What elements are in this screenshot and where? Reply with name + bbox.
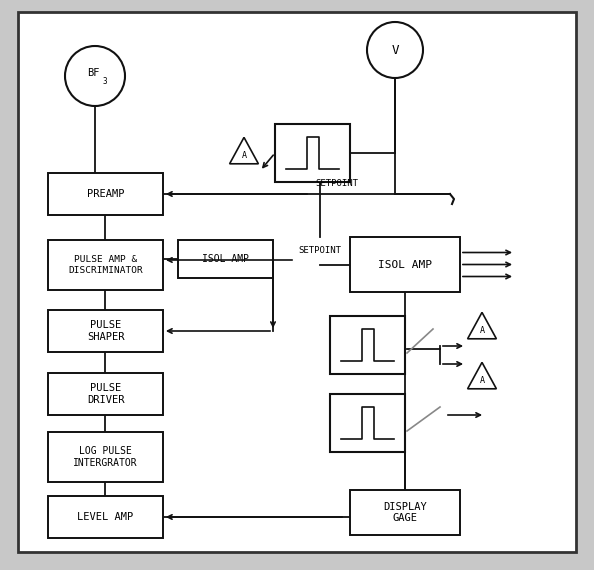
Bar — [330, 316, 405, 374]
Text: ISOL AMP: ISOL AMP — [202, 254, 249, 264]
Bar — [48, 496, 163, 538]
Text: A: A — [479, 376, 485, 385]
Text: DISPLAY
GAGE: DISPLAY GAGE — [383, 502, 427, 523]
Text: SETPOINT: SETPOINT — [315, 179, 358, 188]
Bar — [48, 373, 163, 415]
Text: LOG PULSE
INTERGRATOR: LOG PULSE INTERGRATOR — [73, 446, 138, 468]
Bar — [48, 173, 163, 215]
Bar — [178, 240, 273, 278]
Text: SETPOINT: SETPOINT — [298, 246, 341, 255]
Bar — [48, 240, 163, 290]
Bar — [350, 490, 460, 535]
Text: PULSE AMP &
DISCRIMINATOR: PULSE AMP & DISCRIMINATOR — [68, 255, 143, 275]
Text: PULSE
DRIVER: PULSE DRIVER — [87, 383, 124, 405]
Text: A: A — [479, 326, 485, 335]
Text: BF: BF — [87, 68, 99, 78]
Text: A: A — [242, 151, 247, 160]
Text: V: V — [391, 43, 399, 56]
Text: PREAMP: PREAMP — [87, 189, 124, 199]
Text: ISOL AMP: ISOL AMP — [378, 259, 432, 270]
Bar — [48, 432, 163, 482]
Bar — [275, 124, 350, 182]
Text: 3: 3 — [103, 78, 108, 87]
Text: PULSE
SHAPER: PULSE SHAPER — [87, 320, 124, 342]
Text: LEVEL AMP: LEVEL AMP — [77, 512, 134, 522]
Bar — [48, 310, 163, 352]
Bar — [330, 394, 405, 452]
Bar — [350, 237, 460, 292]
